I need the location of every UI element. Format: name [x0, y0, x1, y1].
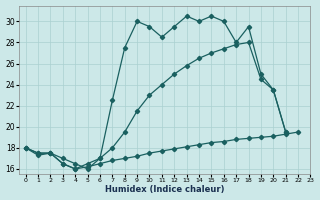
X-axis label: Humidex (Indice chaleur): Humidex (Indice chaleur) [105, 185, 225, 194]
